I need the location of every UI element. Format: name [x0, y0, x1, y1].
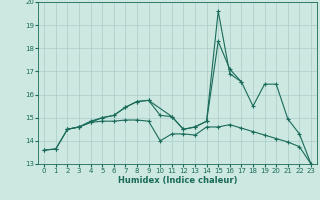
X-axis label: Humidex (Indice chaleur): Humidex (Indice chaleur)	[118, 176, 237, 185]
